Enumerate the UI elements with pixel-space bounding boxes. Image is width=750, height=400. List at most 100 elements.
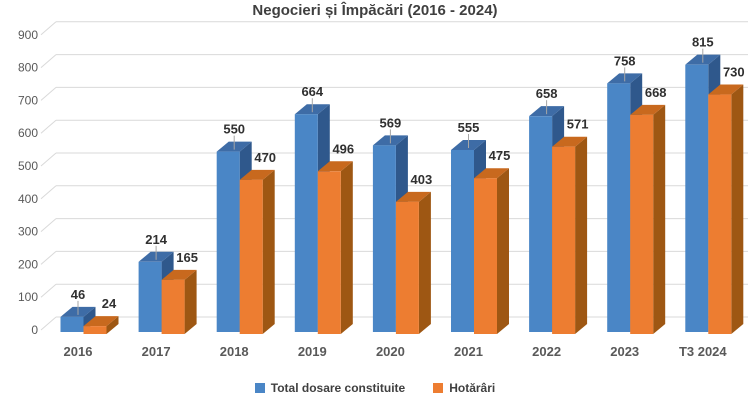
y-axis-tick-label: 900 — [18, 28, 38, 42]
y-axis-tick-label: 700 — [18, 93, 38, 107]
bar-front-face — [451, 149, 474, 332]
y-axis-tick — [40, 152, 57, 167]
y-axis-tick — [40, 316, 57, 331]
data-label: 475 — [489, 148, 511, 163]
bar-hot-r-ri-2017 — [161, 269, 197, 334]
bar-side-face — [262, 169, 275, 334]
data-label: 569 — [380, 115, 402, 130]
x-axis-label-2023: 2023 — [610, 344, 639, 359]
bar-front-face — [138, 261, 162, 332]
bar-top-face — [83, 316, 119, 327]
bar-side-face — [731, 84, 744, 334]
y-axis-tick — [40, 185, 57, 200]
bar-front-face — [60, 316, 84, 332]
x-axis-label-2016: 2016 — [64, 344, 93, 359]
bar-hot-r-ri-2022 — [552, 136, 588, 334]
x-axis-label-2022: 2022 — [532, 344, 561, 359]
legend: Total dosare constituite Hotărâri — [0, 381, 750, 395]
bar-front-face — [83, 326, 107, 334]
x-axis-label-2017: 2017 — [142, 344, 171, 359]
y-axis-tick — [40, 218, 57, 232]
y-axis-tick-label: 600 — [18, 126, 38, 140]
bar-front-face — [161, 279, 185, 334]
data-label: 571 — [567, 117, 589, 132]
data-label: 470 — [254, 150, 276, 165]
y-axis-tick-label: 800 — [18, 61, 38, 75]
y-axis-tick — [40, 21, 57, 36]
bar-top-face — [708, 84, 744, 95]
legend-item-total-dosare-constituite: Total dosare constituite — [254, 381, 406, 395]
bar-front-face — [685, 64, 709, 333]
bar-top-face — [552, 136, 588, 147]
legend-swatch-orange — [433, 383, 444, 393]
bar-hot-r-ri-2021 — [474, 168, 509, 334]
y-axis-tick-label: 0 — [31, 323, 38, 337]
bar-side-face — [497, 168, 509, 334]
y-axis-tick-label: 200 — [18, 257, 38, 271]
bar-front-face — [372, 145, 396, 332]
y-axis-tick — [40, 54, 57, 68]
bar-front-face — [395, 201, 419, 334]
data-label: 758 — [614, 53, 636, 68]
x-axis-label-2021: 2021 — [454, 344, 483, 359]
y-axis-tick — [40, 251, 57, 265]
data-label: 403 — [411, 172, 433, 187]
legend-label: Total dosare constituite — [270, 381, 406, 395]
data-label: 24 — [102, 296, 117, 311]
bar-front-face — [317, 171, 341, 334]
bar-front-face — [552, 146, 576, 334]
legend-item-hotarari: Hotărâri — [433, 381, 495, 395]
bar-front-face — [294, 114, 318, 332]
y-axis-tick — [40, 283, 57, 298]
bar-top-face — [630, 104, 666, 115]
data-label: 165 — [176, 250, 198, 265]
data-label: 555 — [458, 120, 480, 135]
y-axis-tick — [40, 119, 57, 134]
y-axis-tick — [40, 87, 57, 101]
x-axis-label-t3-2024: T3 2024 — [679, 344, 727, 359]
data-label: 46 — [71, 287, 85, 302]
data-label: 214 — [145, 232, 167, 247]
data-label: 730 — [723, 65, 745, 80]
data-label: 815 — [692, 35, 714, 50]
bar-front-face — [708, 94, 732, 334]
y-axis-tick-label: 100 — [18, 290, 38, 304]
y-axis-tick-label: 500 — [18, 159, 38, 173]
bar-front-face — [216, 151, 240, 332]
bar-top-face — [474, 168, 509, 179]
x-axis-label-2018: 2018 — [220, 344, 249, 359]
bar-side-face — [575, 136, 588, 334]
bar-front-face — [607, 83, 631, 332]
bar-side-face — [653, 104, 666, 335]
bar-hot-r-ri-2019 — [317, 161, 353, 334]
bar-side-face — [418, 191, 431, 334]
bar-top-face — [161, 269, 197, 280]
data-label: 496 — [332, 141, 354, 156]
bar-front-face — [474, 178, 497, 334]
x-axis-label-2019: 2019 — [298, 344, 327, 359]
data-label: 550 — [223, 122, 245, 137]
data-label: 658 — [536, 86, 558, 101]
bar-top-face — [395, 191, 431, 202]
bar-side-face — [106, 316, 119, 334]
bar-hot-r-ri-2018 — [239, 169, 275, 334]
bar-top-face — [317, 161, 353, 172]
y-axis-tick-label: 300 — [18, 225, 38, 239]
bar-side-face — [184, 269, 197, 334]
bar-hot-r-ri-2016 — [83, 316, 119, 334]
bar-hot-r-ri-2020 — [395, 191, 431, 334]
data-label: 664 — [301, 84, 323, 99]
bar-top-face — [239, 169, 275, 180]
data-label: 668 — [645, 85, 667, 100]
x-axis-label-2020: 2020 — [376, 344, 405, 359]
bar-front-face — [239, 179, 263, 334]
legend-swatch-blue — [254, 383, 265, 393]
bar-front-face — [529, 116, 553, 333]
y-axis-tick-label: 400 — [18, 192, 38, 206]
bar-side-face — [340, 161, 353, 334]
bar-hot-r-ri-t3-2024 — [708, 84, 744, 334]
legend-label: Hotărâri — [449, 381, 496, 395]
bar-front-face — [630, 114, 654, 334]
